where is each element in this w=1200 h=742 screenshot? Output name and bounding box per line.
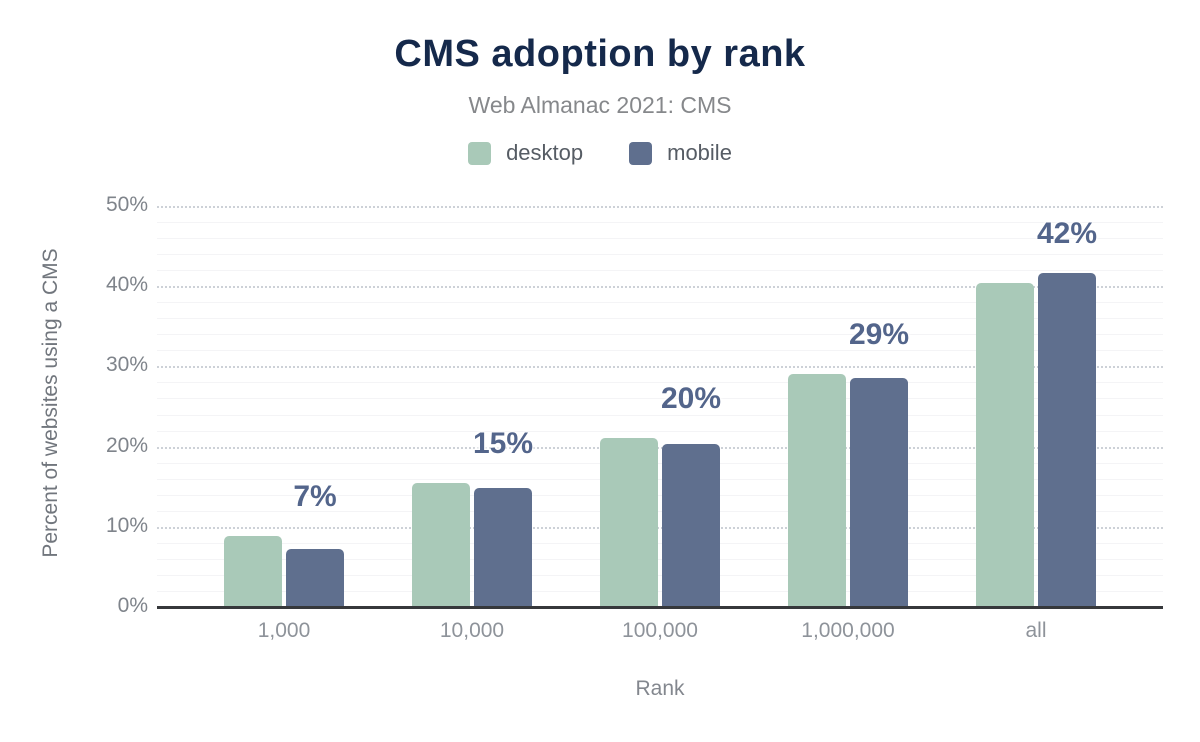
bar-mobile-all[interactable] [1038, 272, 1096, 607]
x-tick-label: all [1025, 619, 1047, 642]
x-tick-label: 1,000,000 [801, 619, 895, 642]
minor-gridline [157, 350, 1163, 352]
bar-mobile-1000[interactable] [286, 549, 344, 607]
bar-desktop-all[interactable] [976, 283, 1034, 607]
bar-mobile-100000[interactable] [662, 444, 720, 607]
legend-swatch-desktop [468, 141, 492, 165]
minor-gridline [157, 430, 1163, 432]
chart-subtitle: Web Almanac 2021: CMS [468, 92, 732, 118]
minor-gridline [157, 398, 1163, 400]
major-gridline [157, 366, 1163, 369]
minor-gridline [157, 302, 1163, 304]
minor-gridline [157, 382, 1163, 384]
y-axis-ticks: 0% 10% 20% 30% 40% 50% [0, 194, 148, 616]
minor-gridline [157, 510, 1163, 512]
minor-gridline [157, 238, 1163, 240]
bar-mobile-1000000[interactable] [850, 378, 908, 607]
x-axis-title: Rank [635, 677, 685, 700]
bar-desktop-10000[interactable] [412, 482, 470, 607]
major-gridline [157, 446, 1163, 449]
bar-value-label: 29% [848, 318, 910, 352]
legend-item-desktop: desktop [468, 140, 583, 166]
major-gridline [157, 526, 1163, 529]
legend-item-mobile: mobile [629, 140, 732, 166]
minor-gridline [157, 558, 1163, 560]
bar-value-label: 42% [1036, 216, 1098, 250]
legend-label-mobile: mobile [667, 140, 732, 165]
y-tick-label: 50% [105, 193, 148, 216]
legend: desktop mobile [0, 140, 1200, 166]
minor-gridline [157, 222, 1163, 224]
x-axis-line [157, 606, 1163, 609]
y-tick-label: 20% [105, 433, 148, 457]
legend-swatch-mobile [629, 141, 653, 165]
y-tick-label: 0% [117, 594, 148, 617]
y-tick-label: 30% [105, 353, 148, 377]
y-tick-label: 10% [105, 513, 148, 537]
bar-desktop-1000[interactable] [224, 535, 282, 607]
bar-value-label: 20% [660, 381, 722, 415]
minor-gridline [157, 462, 1163, 464]
major-gridline [157, 286, 1163, 289]
bar-value-label: 7% [293, 479, 337, 513]
minor-gridline [157, 318, 1163, 320]
minor-gridline [157, 334, 1163, 336]
bar-value-label: 15% [472, 426, 534, 460]
major-gridline [157, 206, 1163, 208]
minor-gridline [157, 414, 1163, 416]
x-tick-label: 1,000 [257, 619, 311, 642]
legend-label-desktop: desktop [506, 140, 584, 165]
x-tick-label: 100,000 [622, 619, 698, 642]
chart-title: CMS adoption by rank [394, 33, 806, 75]
x-tick-label: 10,000 [439, 619, 505, 642]
y-tick-label: 40% [105, 273, 148, 297]
bar-desktop-1000000[interactable] [788, 374, 846, 607]
minor-gridline [157, 494, 1163, 496]
minor-gridline [157, 254, 1163, 256]
plot-area: 7% 1,000 15% 10,000 20% 100,000 29% 1,000,000 42… [157, 206, 1163, 642]
bar-desktop-100000[interactable] [600, 437, 658, 607]
minor-gridline [157, 590, 1163, 592]
minor-gridline [157, 542, 1163, 544]
bar-mobile-10000[interactable] [474, 487, 532, 607]
minor-gridline [157, 574, 1163, 576]
minor-gridline [157, 270, 1163, 272]
minor-gridline [157, 478, 1163, 480]
